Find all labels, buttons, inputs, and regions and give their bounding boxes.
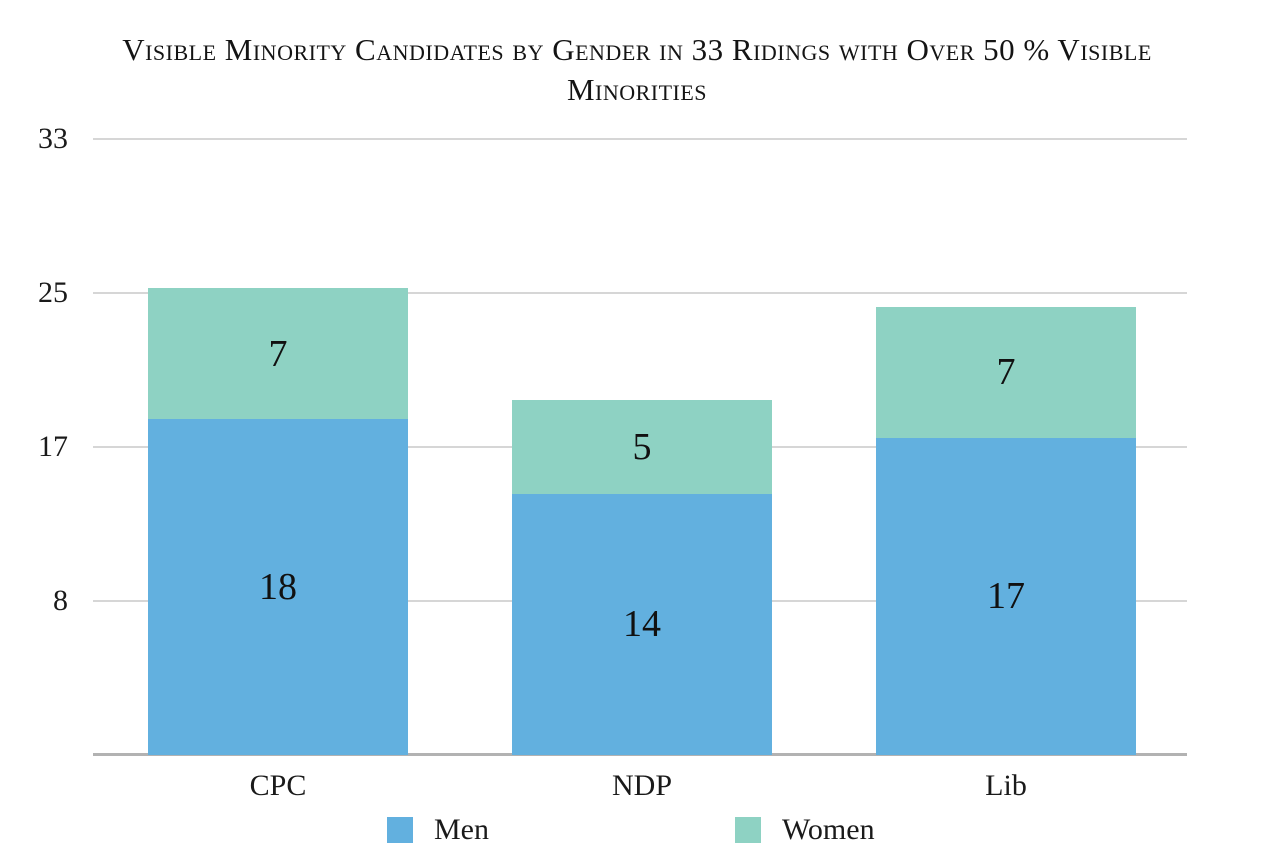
bar-segment-men-ndp: 14 xyxy=(512,493,772,755)
bar-segment-men-lib: 17 xyxy=(876,437,1136,755)
bar-value-label: 7 xyxy=(268,332,288,375)
y-tick-label: 33 xyxy=(38,122,68,155)
bar-value-label: 5 xyxy=(632,425,652,468)
y-tick-label: 17 xyxy=(38,430,68,463)
plot-area: 18 7 14 5 17 7 xyxy=(93,138,1187,756)
women-color-swatch xyxy=(735,817,761,843)
bar-value-label: 7 xyxy=(996,351,1016,394)
bar-value-label: 14 xyxy=(623,603,661,646)
gridline xyxy=(93,138,1187,140)
chart-title-line2: Minorities xyxy=(566,72,708,107)
chart-title: Visible Minority Candidates by Gender in… xyxy=(0,30,1274,110)
x-tick-label-ndp: NDP xyxy=(611,769,672,802)
legend-label-women: Women xyxy=(782,813,875,846)
legend-label-men: Men xyxy=(434,813,489,846)
legend-item-women: Women xyxy=(735,814,875,846)
bar-value-label: 18 xyxy=(259,566,297,608)
bar-value-label: 17 xyxy=(987,575,1025,618)
bar-segment-women-lib: 7 xyxy=(876,307,1136,438)
bar-segment-women-ndp: 5 xyxy=(512,400,772,494)
chart-title-line1: Visible Minority Candidates by Gender in… xyxy=(122,32,1152,67)
x-tick-label-lib: Lib xyxy=(985,769,1027,802)
men-color-swatch xyxy=(387,817,413,843)
y-tick-label: 25 xyxy=(38,276,68,309)
bar-segment-men-cpc: 18 xyxy=(148,419,408,755)
bar-segment-women-cpc: 7 xyxy=(148,288,408,419)
x-tick-label-cpc: CPC xyxy=(249,769,307,802)
legend-item-men: Men xyxy=(387,814,489,846)
legend: Men Women xyxy=(0,814,1274,854)
y-tick-label: 8 xyxy=(53,584,68,617)
gridline xyxy=(93,292,1187,294)
